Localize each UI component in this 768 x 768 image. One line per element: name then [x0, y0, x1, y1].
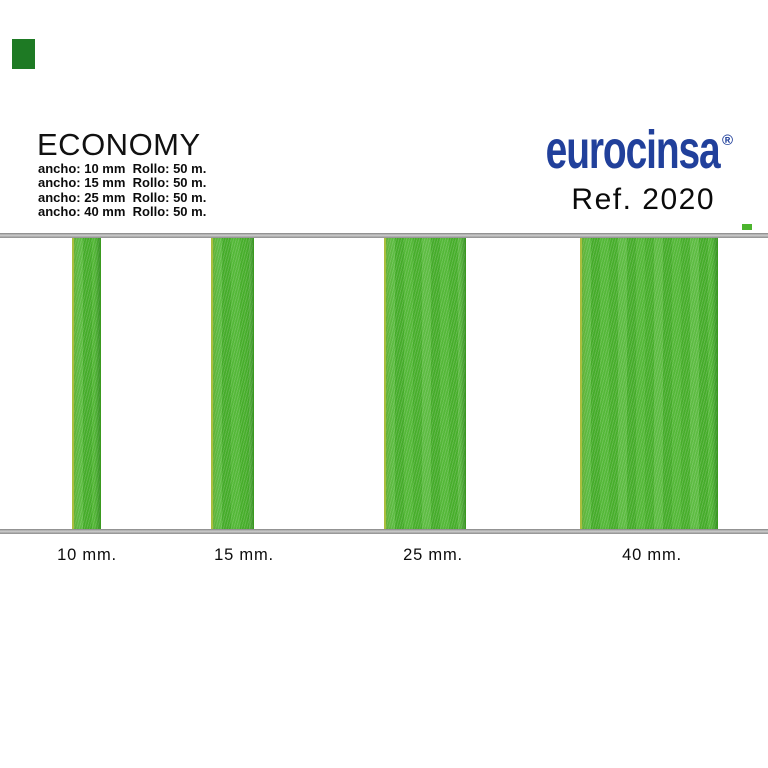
display-rod-top	[0, 233, 768, 238]
display-rod-bottom	[0, 529, 768, 534]
ribbon-sample-40mm	[580, 237, 718, 530]
ribbon-width-label: 15 mm.	[214, 546, 274, 564]
ribbon-sample-10mm	[72, 237, 101, 530]
ribbon-scrap	[742, 224, 752, 230]
ribbon-sample-25mm	[384, 237, 466, 530]
spec-line: ancho: 40 mm Rollo: 50 m.	[38, 204, 207, 220]
ribbon-width-label: 25 mm.	[403, 546, 463, 564]
reference-number: Ref. 2020	[571, 183, 715, 216]
brand-logo: eurocinsa	[545, 120, 721, 180]
ribbon-width-label: 40 mm.	[622, 546, 682, 564]
registered-trademark-icon: ®	[721, 132, 733, 149]
color-swatch	[12, 39, 35, 69]
spec-line: ancho: 15 mm Rollo: 50 m.	[38, 175, 207, 191]
spec-list: ancho: 10 mm Rollo: 50 m. ancho: 15 mm R…	[38, 161, 207, 220]
ribbon-width-label: 10 mm.	[57, 546, 117, 564]
ribbon-sample-15mm	[211, 237, 254, 530]
page-title: ECONOMY	[37, 127, 201, 162]
brand-block: eurocinsa ®	[478, 123, 733, 177]
spec-line: ancho: 25 mm Rollo: 50 m.	[38, 189, 207, 205]
spec-line: ancho: 10 mm Rollo: 50 m.	[38, 161, 207, 176]
